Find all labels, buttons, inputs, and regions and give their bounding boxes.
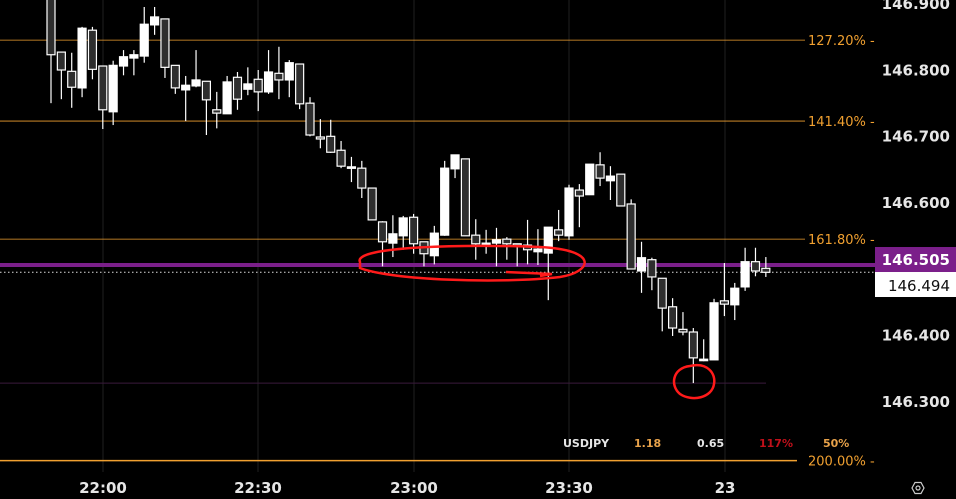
indicator-value-4: 50%: [823, 437, 849, 450]
candle-bearish[interactable]: [295, 63, 305, 105]
candle-bearish[interactable]: [719, 300, 730, 305]
time-axis-label: 22:00: [79, 479, 127, 497]
candle-bullish[interactable]: [533, 248, 543, 253]
candle-bullish[interactable]: [139, 23, 149, 57]
price-axis-label: 146.600: [882, 194, 950, 212]
candle-bullish[interactable]: [709, 302, 719, 361]
annotation-circle: [672, 363, 716, 400]
candle-bearish[interactable]: [253, 78, 263, 93]
price-axis-label: 146.700: [882, 128, 950, 146]
candle-bullish[interactable]: [699, 358, 709, 362]
candle-bullish[interactable]: [605, 175, 616, 182]
candle-bearish[interactable]: [502, 238, 512, 245]
candle-bullish[interactable]: [491, 239, 502, 244]
candle-bearish[interactable]: [761, 267, 771, 273]
indicator-value-1: 1.18: [634, 437, 661, 450]
candle-bearish[interactable]: [616, 173, 626, 207]
annotation-arrow: [505, 270, 553, 278]
candle-bullish[interactable]: [388, 233, 398, 244]
indicator-value-3: 117%: [759, 437, 793, 450]
last-price-badge: [875, 272, 956, 298]
candle-bearish[interactable]: [750, 261, 761, 272]
candle-bullish[interactable]: [730, 287, 740, 306]
candle-bearish[interactable]: [688, 331, 698, 359]
symbol-label: USDJPY: [563, 437, 610, 450]
candle-bearish[interactable]: [409, 216, 419, 245]
fib-level-label: 200.00% -: [808, 455, 875, 470]
candle-bullish[interactable]: [543, 226, 553, 254]
price-axis-label: 146.900: [882, 0, 950, 13]
candle-bearish[interactable]: [232, 76, 243, 100]
candle-bullish[interactable]: [118, 56, 129, 67]
candle-bearish[interactable]: [212, 109, 222, 114]
candle-bearish[interactable]: [471, 234, 481, 245]
candle-bearish[interactable]: [98, 65, 108, 111]
candle-bearish[interactable]: [367, 187, 377, 221]
candle-bearish[interactable]: [160, 18, 170, 68]
hexagon-settings-icon[interactable]: [911, 481, 925, 495]
time-axis-label: 23:30: [545, 479, 593, 497]
candle-bullish[interactable]: [150, 16, 160, 26]
price-axis-label: 146.800: [882, 61, 950, 79]
candle-bearish[interactable]: [657, 277, 667, 309]
price-axis-label: 146.400: [882, 327, 950, 345]
candle-bearish[interactable]: [274, 72, 284, 81]
candle-bearish[interactable]: [554, 229, 564, 236]
candle-bullish[interactable]: [191, 79, 201, 87]
candle-bearish[interactable]: [305, 102, 315, 136]
candle-bearish[interactable]: [460, 158, 470, 237]
candle-bullish[interactable]: [429, 232, 439, 257]
candle-bullish[interactable]: [181, 84, 191, 91]
annotation-ellipse: [358, 244, 586, 282]
price-axis-label: 146.300: [882, 393, 950, 411]
time-axis-label: 22:30: [234, 479, 282, 497]
candle-bearish[interactable]: [315, 136, 325, 140]
candle-bullish[interactable]: [740, 261, 750, 288]
candle-bullish[interactable]: [222, 81, 232, 115]
candle-bullish[interactable]: [636, 257, 647, 272]
candle-bearish[interactable]: [626, 203, 636, 270]
indicator-row: USDJPY 1.18 0.65 117% 50%: [563, 437, 849, 450]
fib-level-label: 161.80% -: [808, 233, 875, 248]
last-price-label: 146.494: [888, 277, 950, 295]
candle-bearish[interactable]: [56, 51, 66, 71]
candle-bearish[interactable]: [377, 221, 388, 243]
candle-bearish[interactable]: [67, 70, 77, 88]
time-axis-label: 23: [715, 479, 736, 497]
candle-bearish[interactable]: [595, 164, 605, 179]
fib-level-label: 127.20% -: [808, 34, 875, 49]
time-axis-label: 23:00: [390, 479, 438, 497]
candle-bullish[interactable]: [108, 64, 118, 113]
candle-bearish[interactable]: [336, 149, 346, 167]
candle-bullish[interactable]: [440, 167, 450, 236]
candle-bullish[interactable]: [243, 83, 253, 90]
candle-bearish[interactable]: [326, 135, 336, 153]
candle-bearish[interactable]: [87, 29, 98, 70]
candle-bullish[interactable]: [263, 71, 274, 93]
candle-bearish[interactable]: [170, 64, 180, 89]
marked-price-label: 146.505: [882, 251, 950, 269]
candle-bullish[interactable]: [346, 166, 357, 169]
candle-bearish[interactable]: [357, 167, 367, 189]
candle-bullish[interactable]: [585, 163, 595, 196]
candle-bearish[interactable]: [647, 259, 657, 278]
hand-drawn-annotations: [358, 244, 716, 400]
candle-bearish[interactable]: [201, 80, 211, 101]
candle-bearish[interactable]: [574, 189, 584, 197]
candle-bullish[interactable]: [129, 54, 139, 59]
fib-level-label: 141.40% -: [808, 115, 875, 130]
candle-bullish[interactable]: [398, 217, 408, 237]
candle-bearish[interactable]: [678, 328, 688, 333]
candle-bullish[interactable]: [564, 187, 574, 237]
candle-bullish[interactable]: [450, 154, 460, 170]
candle-bullish[interactable]: [284, 62, 294, 81]
candle-bullish[interactable]: [77, 27, 87, 89]
marked-price-badge: [875, 247, 956, 273]
indicator-value-2: 0.65: [697, 437, 724, 450]
candle-bearish[interactable]: [46, 0, 56, 56]
candle-bearish[interactable]: [667, 306, 678, 329]
